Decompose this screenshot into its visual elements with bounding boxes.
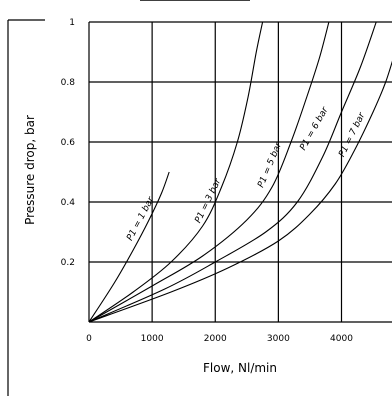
curve-line bbox=[88, 60, 392, 323]
curve-line bbox=[88, 21, 330, 323]
y-tick-label: 0.6 bbox=[61, 138, 76, 148]
curves bbox=[88, 21, 392, 323]
curve-label: P1 = 5 bar bbox=[256, 140, 284, 189]
curve-line bbox=[88, 21, 377, 323]
x-tick-label: 2000 bbox=[204, 334, 227, 344]
curve-label: P1 = 6 bar bbox=[298, 105, 331, 153]
y-tick-label: 1 bbox=[69, 18, 75, 28]
tick-labels: 0 1000 2000 3000 4000 0.2 0.4 0.6 0.8 1 bbox=[61, 18, 354, 344]
y-tick-label: 0.2 bbox=[61, 258, 75, 268]
x-tick-label: 0 bbox=[86, 334, 92, 344]
y-axis-label: Pressure drop, bar bbox=[23, 115, 37, 225]
x-axis-label: Flow, Nl/min bbox=[203, 361, 277, 375]
y-tick-label: 0.4 bbox=[61, 198, 76, 208]
y-tick-label: 0.8 bbox=[61, 78, 76, 88]
x-tick-label: 1000 bbox=[141, 334, 164, 344]
grid bbox=[88, 21, 392, 323]
curve-label: P1 = 3 bar bbox=[193, 176, 223, 225]
curve-line bbox=[88, 171, 170, 323]
curve-line bbox=[88, 21, 264, 323]
x-tick-label: 3000 bbox=[267, 334, 290, 344]
x-tick-label: 4000 bbox=[330, 334, 353, 344]
